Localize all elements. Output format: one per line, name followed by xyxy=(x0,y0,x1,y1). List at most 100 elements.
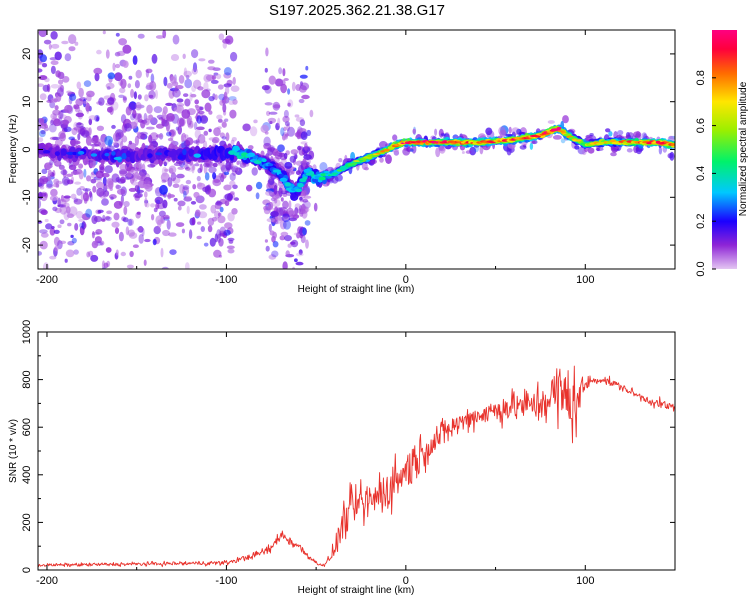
heatmap-noise-cell xyxy=(277,144,285,152)
heatmap-noise-cell xyxy=(86,251,91,258)
heatmap-ridge-cell xyxy=(125,150,131,158)
heatmap-noise-cell xyxy=(212,172,217,180)
heatmap-noise-cell xyxy=(145,69,149,78)
heatmap-noise-cell xyxy=(57,204,66,208)
heatmap-noise-cell xyxy=(73,198,83,205)
heatmap-noise-cell xyxy=(508,126,512,134)
heatmap-noise-cell xyxy=(112,62,116,72)
heatmap-noise-cell xyxy=(190,93,197,98)
heatmap-noise-cell xyxy=(162,199,168,209)
heatmap-noise-cell xyxy=(173,197,178,202)
heatmap-noise-cell xyxy=(39,240,48,250)
heatmap-noise-cell xyxy=(203,81,209,91)
heatmap-noise-cell xyxy=(385,154,392,164)
heatmap-noise-cell xyxy=(617,130,624,136)
heatmap-noise-cell xyxy=(177,166,185,170)
heatmap-noise-cell xyxy=(52,136,61,141)
heatmap-noise-cell xyxy=(105,247,112,253)
heatmap-noise-cell xyxy=(635,130,641,139)
heatmap-noise-cell xyxy=(82,100,88,104)
heatmap-noise-cell xyxy=(168,232,177,237)
heatmap-noise-cell xyxy=(94,72,100,82)
heatmap-noise-cell xyxy=(434,128,438,136)
figure-title: S197.2025.362.21.38.G17 xyxy=(269,2,445,19)
heatmap-noise-cell xyxy=(214,94,218,101)
heatmap-noise-cell xyxy=(287,99,294,108)
heatmap-noise-cell xyxy=(191,217,196,226)
heatmap-noise-cell xyxy=(192,184,197,190)
heatmap-noise-cell xyxy=(63,202,70,209)
heatmap-noise-cell xyxy=(127,218,133,226)
heatmap-ridge-cell xyxy=(609,140,617,143)
heatmap-noise-cell xyxy=(265,190,274,196)
heatmap-noise-cell xyxy=(67,222,72,227)
heatmap-ridge-cell xyxy=(318,176,326,181)
heatmap-noise-cell xyxy=(301,94,310,100)
heatmap-noise-cell xyxy=(131,181,140,186)
heatmap-y-tick-label: 20 xyxy=(21,48,33,60)
heatmap-noise-cell xyxy=(136,227,144,232)
heatmap-noise-cell xyxy=(144,197,148,208)
heatmap-noise-cell xyxy=(96,125,104,131)
heatmap-ridge-cell xyxy=(380,150,385,153)
heatmap-noise-cell xyxy=(198,58,206,62)
heatmap-noise-cell xyxy=(150,73,155,84)
heatmap-noise-cell xyxy=(199,204,207,210)
heatmap-noise-cell xyxy=(88,118,93,126)
heatmap-noise-cell xyxy=(266,182,271,190)
heatmap-noise-cell xyxy=(197,221,202,225)
heatmap-noise-cell xyxy=(162,106,168,115)
heatmap-noise-cell xyxy=(118,231,124,242)
heatmap-noise-cell xyxy=(266,218,275,223)
heatmap-noise-cell xyxy=(101,198,109,206)
heatmap-noise-cell xyxy=(175,85,184,90)
heatmap-noise-cell xyxy=(217,118,223,123)
heatmap-noise-cell xyxy=(39,229,48,234)
heatmap-noise-cell xyxy=(153,226,161,235)
heatmap-noise-cell xyxy=(45,223,53,230)
heatmap-noise-cell xyxy=(277,117,281,127)
heatmap-ridge-cell xyxy=(111,151,116,156)
heatmap-noise-cell xyxy=(208,59,215,64)
heatmap-ridge-cell xyxy=(278,173,285,177)
heatmap-noise-cell xyxy=(111,124,116,129)
heatmap-noise-cell xyxy=(236,160,240,166)
heatmap-ridge-cell xyxy=(302,176,308,180)
heatmap-noise-cell xyxy=(38,122,42,131)
colorbar: 0.0 0.2 0.4 0.6 0.8 Normalized spectral ampl… xyxy=(695,30,749,277)
heatmap-noise-cell xyxy=(111,173,120,183)
heatmap-noise-cell xyxy=(59,240,67,244)
heatmap-noise-cell xyxy=(438,144,446,154)
heatmap-noise-cell xyxy=(283,78,289,81)
heatmap-noise-cell xyxy=(41,168,48,174)
heatmap-noise-cell xyxy=(161,179,167,183)
heatmap-noise-cell xyxy=(242,123,251,132)
heatmap-noise-cell xyxy=(59,205,68,215)
heatmap-noise-cell xyxy=(152,238,157,246)
heatmap-noise-cell xyxy=(479,145,484,155)
heatmap-noise-cell xyxy=(62,176,70,186)
heatmap-noise-cell xyxy=(247,145,254,150)
heatmap-noise-cell xyxy=(106,260,111,267)
heatmap-noise-cell xyxy=(284,161,293,169)
heatmap-noise-cell xyxy=(126,264,134,269)
heatmap-noise-cell xyxy=(116,50,126,57)
heatmap-noise-cell xyxy=(208,188,217,198)
heatmap-noise-cell xyxy=(193,191,200,199)
heatmap-noise-cell xyxy=(305,239,309,249)
colorbar-tick-label: 0.6 xyxy=(695,118,707,133)
heatmap-noise-cell xyxy=(529,142,534,150)
heatmap-noise-cell xyxy=(291,313,295,316)
heatmap-ridge-cell xyxy=(352,162,357,165)
heatmap-noise-cell xyxy=(282,200,289,209)
heatmap-noise-cell xyxy=(202,162,210,168)
heatmap-noise-cell xyxy=(271,157,280,163)
heatmap-noise-cell xyxy=(194,99,199,105)
heatmap-noise-cell xyxy=(217,84,224,90)
heatmap-noise-cell xyxy=(134,184,140,192)
heatmap-noise-cell xyxy=(163,76,168,87)
heatmap-noise-cell xyxy=(118,94,125,99)
heatmap-noise-cell xyxy=(76,210,84,219)
snr-x-tick-label: -200 xyxy=(36,575,58,587)
snr-y-tick-label: 1000 xyxy=(21,320,33,344)
